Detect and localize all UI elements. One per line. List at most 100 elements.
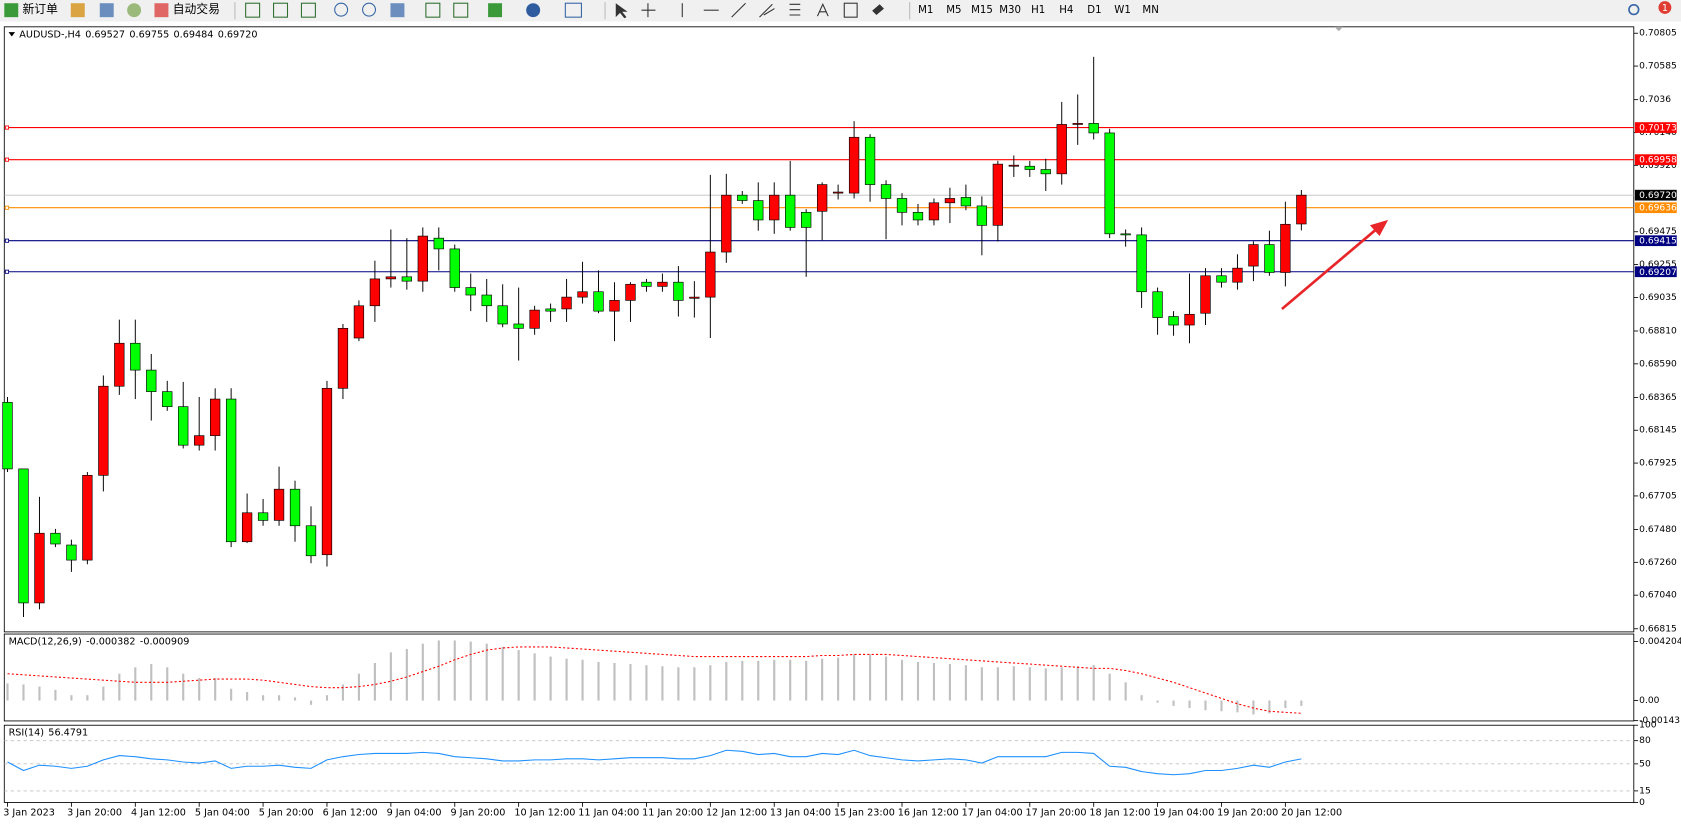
candle-body: [178, 406, 189, 446]
x-tick-label: 11 Jan 04:00: [578, 808, 639, 819]
timeframe-button[interactable]: M5: [946, 5, 961, 16]
candle-body: [241, 512, 253, 543]
new-order-button[interactable]: 新订单: [23, 2, 59, 16]
macd-bar: [1172, 700, 1175, 706]
auto-trading-button[interactable]: 自动交易: [173, 2, 220, 16]
price-tag-label: 0.70173: [1639, 124, 1677, 134]
label-button[interactable]: [843, 2, 858, 18]
candle-body: [1168, 316, 1179, 326]
trendline-button[interactable]: [731, 2, 746, 18]
timeframe-button[interactable]: M1: [918, 5, 933, 16]
macd-bar: [629, 664, 632, 701]
timeframe-button[interactable]: W1: [1114, 5, 1131, 16]
macd-bar: [773, 659, 776, 701]
arrow-head: [1369, 219, 1389, 237]
search-button[interactable]: [1628, 4, 1640, 16]
tile-button[interactable]: [390, 3, 405, 18]
annotation-arrow: [1281, 219, 1389, 310]
fibonacci-button[interactable]: [789, 3, 801, 16]
x-tick-label: 6 Jan 12:00: [323, 808, 378, 819]
candle-body: [705, 251, 716, 298]
timeframe-button[interactable]: M30: [999, 5, 1021, 16]
y-tick-label: 0.67040: [1639, 591, 1677, 601]
macd-bar: [1012, 666, 1015, 701]
x-tick-label: 10 Jan 12:00: [514, 808, 575, 819]
macd-bar: [166, 667, 169, 701]
new-order-icon[interactable]: [4, 3, 19, 18]
candle-body: [944, 198, 956, 204]
y-tick-label: 0.68810: [1639, 326, 1677, 336]
candle-body: [1008, 164, 1019, 167]
line-chart-button[interactable]: [300, 2, 316, 18]
y-tick-label: 0.68145: [1639, 426, 1677, 436]
macd-bar: [1268, 700, 1271, 714]
templates-button[interactable]: [564, 2, 582, 18]
x-tick-label: 16 Jan 12:00: [898, 808, 959, 819]
timeframe-button[interactable]: MN: [1142, 5, 1158, 16]
shift-button[interactable]: [453, 2, 469, 18]
auto-trading-icon[interactable]: [154, 3, 169, 18]
macd-bar: [437, 640, 440, 701]
text-button[interactable]: [816, 2, 829, 17]
macd-bar: [485, 643, 488, 701]
bar-chart-button[interactable]: [245, 2, 261, 18]
y-tick-label: 0.7036: [1639, 95, 1671, 105]
y-tick-label: 0.67925: [1639, 459, 1677, 469]
macd-bar: [230, 688, 233, 701]
candle-body: [194, 435, 205, 446]
timeframe-button[interactable]: H1: [1031, 5, 1045, 16]
macd-bar: [837, 657, 840, 701]
y-tick-label: 0.67705: [1639, 491, 1677, 501]
candle-body: [401, 276, 412, 282]
macd-bar: [86, 695, 89, 701]
candle-chart-button[interactable]: [273, 2, 289, 18]
scroll-button[interactable]: [425, 2, 441, 18]
timeframe-button[interactable]: H4: [1059, 5, 1073, 16]
candle-body: [1216, 275, 1227, 283]
crosshair-button[interactable]: [641, 3, 656, 18]
price-tag-label: 0.69207: [1639, 268, 1677, 278]
candle-body: [369, 278, 381, 307]
macd-bar: [693, 667, 696, 701]
notification-badge[interactable]: [1658, 1, 1672, 14]
candle-body: [848, 136, 860, 194]
timeframe-button[interactable]: M15: [971, 5, 993, 16]
candle-body: [1200, 275, 1211, 314]
toolbar-icon[interactable]: [70, 3, 85, 18]
y-tick-label: 15: [1639, 786, 1651, 796]
y-tick-label: 100: [1639, 721, 1657, 731]
x-tick-label: 3 Jan 20:00: [67, 808, 122, 819]
zoom-in-button[interactable]: [334, 2, 349, 17]
timeframe-button[interactable]: D1: [1087, 5, 1101, 16]
candle-body: [289, 488, 301, 527]
periods-button[interactable]: [526, 3, 541, 18]
macd-bar: [501, 646, 504, 701]
level-handle: [4, 157, 10, 162]
macd-bar: [948, 664, 952, 701]
arrows-button[interactable]: [872, 4, 884, 16]
macd-bar: [1076, 666, 1079, 701]
macd-bar: [1044, 668, 1047, 701]
macd-bar: [246, 691, 249, 701]
price-tag-label: 0.69415: [1639, 237, 1677, 247]
y-tick-label: 0.70140: [1639, 128, 1677, 138]
x-tick-label: 9 Jan 20:00: [450, 808, 505, 819]
price-tag: [1634, 189, 1677, 201]
price-tag-label: 0.69636: [1639, 204, 1677, 214]
macd-bar: [38, 686, 41, 701]
macd-bar: [1060, 667, 1063, 701]
toolbar-icon[interactable]: [99, 3, 114, 18]
macd-bar: [757, 660, 760, 701]
macd-bar: [134, 667, 137, 701]
macd-bar: [102, 686, 105, 701]
channel-button[interactable]: [759, 3, 775, 18]
indicators-button[interactable]: [488, 3, 503, 18]
zoom-out-button[interactable]: [362, 2, 376, 17]
x-tick-label: 5 Jan 20:00: [259, 808, 314, 819]
candle-body: [801, 212, 812, 228]
toolbar-icon[interactable]: [127, 3, 142, 18]
candle-body: [1104, 132, 1115, 235]
cursor-button[interactable]: [615, 3, 628, 19]
macd-bar: [1284, 700, 1287, 709]
candle-body: [1136, 234, 1147, 293]
